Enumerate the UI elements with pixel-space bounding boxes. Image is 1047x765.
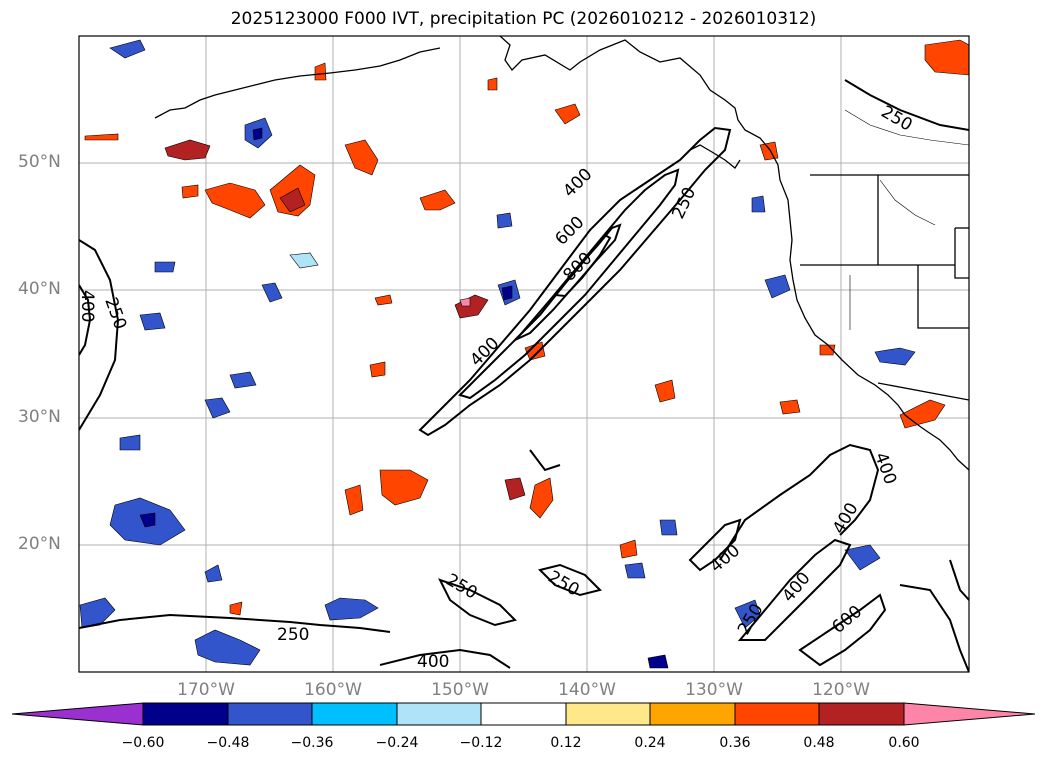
precip-negative-areas: [79, 39, 916, 669]
lon-label-150w: 150°W: [431, 680, 489, 700]
lat-label-50n: 50°N: [18, 152, 61, 172]
colorbar-segment: [818, 702, 905, 726]
colorbar-over-arrow: [903, 702, 1036, 726]
colorbar-tick-label: 0.60: [888, 735, 920, 751]
colorbar-segment: [142, 702, 229, 726]
colorbar: [11, 702, 1036, 726]
lat-label-20n: 20°N: [18, 534, 61, 554]
contour-label: 400: [417, 652, 449, 672]
colorbar-tick-label: −0.12: [459, 735, 503, 751]
colorbar-tick-label: 0.24: [634, 735, 666, 751]
colorbar-segment: [734, 702, 820, 726]
lon-label-160w: 160°W: [304, 680, 362, 700]
map-frame: [78, 35, 970, 673]
colorbar-tick-label: −0.48: [206, 735, 250, 751]
colorbar-segment: [480, 702, 567, 726]
colorbar-tick-label: −0.24: [375, 735, 419, 751]
lat-label-30n: 30°N: [18, 407, 61, 427]
precip-positive-areas: [84, 39, 969, 616]
colorbar-tick-label: 0.12: [550, 735, 582, 751]
colorbar-segment: [396, 702, 482, 726]
contour-label: 400: [77, 290, 97, 322]
coastlines: [154, 36, 969, 471]
lon-label-170w: 170°W: [177, 680, 235, 700]
contour-label: 250: [277, 625, 309, 645]
lat-label-40n: 40°N: [18, 279, 61, 299]
colorbar-tick-label: −0.36: [290, 735, 334, 751]
colorbar-segment: [311, 702, 398, 726]
ivt-contours: [79, 79, 969, 672]
lon-label-120w: 120°W: [812, 680, 870, 700]
lon-label-130w: 130°W: [685, 680, 743, 700]
colorbar-segment: [227, 702, 313, 726]
state-borders: [844, 109, 969, 330]
colorbar-under-arrow: [11, 702, 144, 726]
colorbar-segment: [565, 702, 651, 726]
colorbar-tick-label: 0.36: [719, 735, 751, 751]
figure-title: 2025123000 F000 IVT, precipitation PC (2…: [230, 9, 817, 29]
lon-label-140w: 140°W: [558, 680, 616, 700]
colorbar-tick-label: 0.48: [803, 735, 835, 751]
colorbar-segment: [649, 702, 736, 726]
colorbar-tick-label: −0.60: [121, 735, 165, 751]
gridlines: [79, 36, 969, 672]
